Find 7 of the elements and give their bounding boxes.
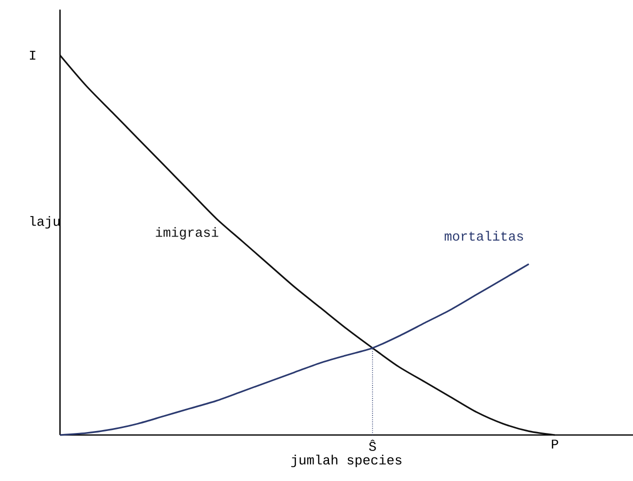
x-tick-label: P [552, 440, 558, 448]
x-tick-label: Ŝ [369, 440, 376, 451]
y-axis-title: laju [30, 216, 60, 229]
text: I [30, 50, 36, 60]
series-label: imigrasi [156, 227, 218, 240]
x-axis-title: jumlah species [291, 454, 402, 468]
series-label: mortalitas [444, 230, 523, 241]
